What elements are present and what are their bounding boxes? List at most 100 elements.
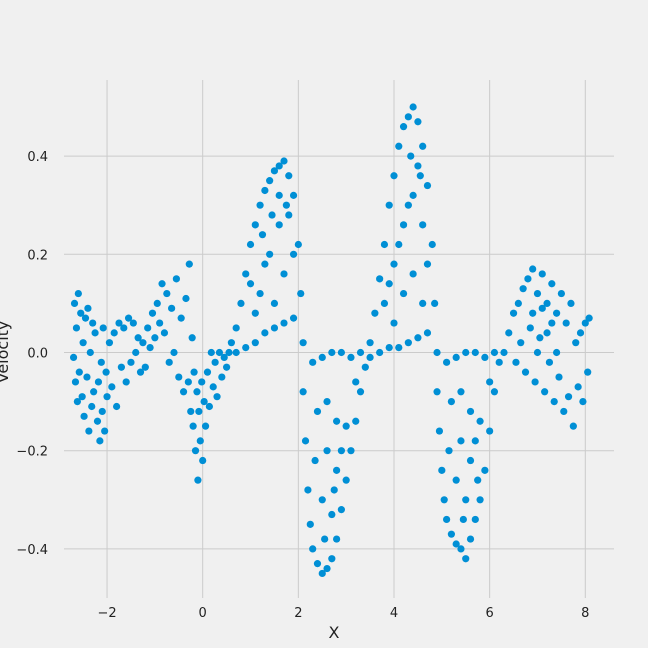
- y-tick-labels: −0.4 −0.2 0.0 0.2 0.4: [16, 150, 48, 558]
- scatter-point: [490, 388, 499, 396]
- scatter-point: [330, 486, 338, 494]
- scatter-point: [399, 123, 408, 131]
- scatter-point: [555, 373, 563, 381]
- scatter-point: [232, 324, 240, 332]
- scatter-point: [289, 191, 298, 199]
- scatter-point: [163, 289, 171, 298]
- scatter-point: [376, 275, 384, 283]
- scatter-point: [258, 231, 267, 239]
- scatter-point: [99, 324, 107, 332]
- scatter-point: [486, 378, 494, 386]
- scatter-point: [177, 314, 185, 322]
- scatter-point: [423, 181, 432, 190]
- scatter-point: [431, 299, 439, 308]
- scatter-point: [73, 398, 81, 406]
- scatter-point: [481, 466, 489, 474]
- scatter-point: [94, 378, 103, 386]
- scatter-point: [175, 373, 183, 381]
- scatter-point: [337, 348, 345, 357]
- scatter-point: [548, 319, 556, 327]
- scatter-point: [395, 240, 403, 249]
- scatter-point: [189, 422, 197, 430]
- scatter-point: [529, 309, 537, 317]
- scatter-point: [256, 289, 264, 298]
- scatter-point: [237, 299, 245, 308]
- scatter-point: [299, 388, 307, 396]
- scatter-point: [275, 162, 283, 170]
- scatter-point: [529, 265, 537, 273]
- scatter-point: [91, 329, 99, 337]
- scatter-point: [538, 270, 546, 278]
- scatter-point: [452, 353, 460, 362]
- scatter-point: [526, 324, 534, 332]
- scatter-point: [333, 535, 341, 543]
- scatter-point: [129, 319, 137, 327]
- scatter-point: [423, 260, 432, 268]
- scatter-point: [514, 299, 522, 308]
- scatter-point: [553, 348, 561, 357]
- scatter-point: [213, 393, 221, 401]
- scatter-point: [376, 348, 384, 357]
- x-tick-label: 0: [199, 606, 207, 621]
- scatter-point: [342, 476, 350, 484]
- scatter-point: [347, 447, 355, 455]
- scatter-point: [337, 447, 345, 455]
- scatter-point: [318, 496, 326, 504]
- scatter-point: [569, 422, 577, 430]
- x-axis-label: X: [329, 623, 340, 642]
- scatter-point: [124, 314, 133, 322]
- scatter-point: [321, 535, 329, 543]
- scatter-point: [182, 294, 190, 303]
- scatter-point: [251, 309, 259, 317]
- scatter-point: [399, 289, 408, 298]
- scatter-point: [440, 496, 448, 504]
- scatter-point: [517, 339, 525, 347]
- scatter-point: [433, 348, 441, 357]
- scatter-point: [536, 334, 544, 342]
- scatter-point: [352, 417, 360, 425]
- scatter-point: [113, 402, 121, 411]
- scatter-point: [541, 388, 549, 396]
- scatter-point: [246, 280, 255, 288]
- scatter-point: [337, 506, 345, 514]
- scatter-point: [574, 383, 582, 391]
- scatter-point: [576, 329, 585, 337]
- scatter-point: [585, 314, 593, 322]
- scatter-point: [285, 172, 293, 180]
- scatter-point: [428, 240, 436, 249]
- scatter-point: [187, 407, 195, 416]
- y-tick-label: 0.0: [27, 347, 48, 362]
- scatter-point: [538, 304, 546, 312]
- scatter-point: [567, 299, 575, 308]
- scatter-point: [215, 348, 224, 357]
- scatter-point: [196, 437, 204, 445]
- y-tick-label: −0.4: [16, 543, 48, 558]
- scatter-point: [309, 545, 317, 553]
- scatter-point: [390, 260, 398, 268]
- scatter-point: [270, 324, 279, 332]
- scatter-point: [297, 289, 305, 298]
- scatter-point: [299, 339, 307, 347]
- scatter-point: [433, 388, 441, 396]
- scatter-point: [74, 289, 82, 298]
- scatter-point: [246, 240, 255, 249]
- scatter-point: [256, 201, 264, 209]
- scatter-point: [409, 103, 417, 111]
- scatter-point: [328, 555, 336, 563]
- scatter-point: [220, 353, 228, 362]
- scatter-point: [474, 476, 482, 484]
- scatter-point: [199, 456, 207, 465]
- scatter-point: [557, 289, 565, 298]
- scatter-point: [148, 309, 157, 317]
- scatter-point: [385, 280, 393, 288]
- x-tick-label: 4: [390, 606, 398, 621]
- scatter-point: [136, 368, 145, 376]
- scatter-point: [471, 437, 479, 445]
- scatter-point: [98, 407, 106, 416]
- scatter-point: [270, 167, 279, 175]
- scatter-point: [414, 162, 422, 170]
- scatter-point: [141, 363, 149, 371]
- scatter-point: [323, 447, 331, 455]
- scatter-point: [261, 186, 269, 195]
- scatter-point: [294, 240, 302, 249]
